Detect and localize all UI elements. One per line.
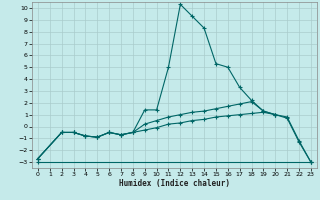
X-axis label: Humidex (Indice chaleur): Humidex (Indice chaleur) <box>119 179 230 188</box>
